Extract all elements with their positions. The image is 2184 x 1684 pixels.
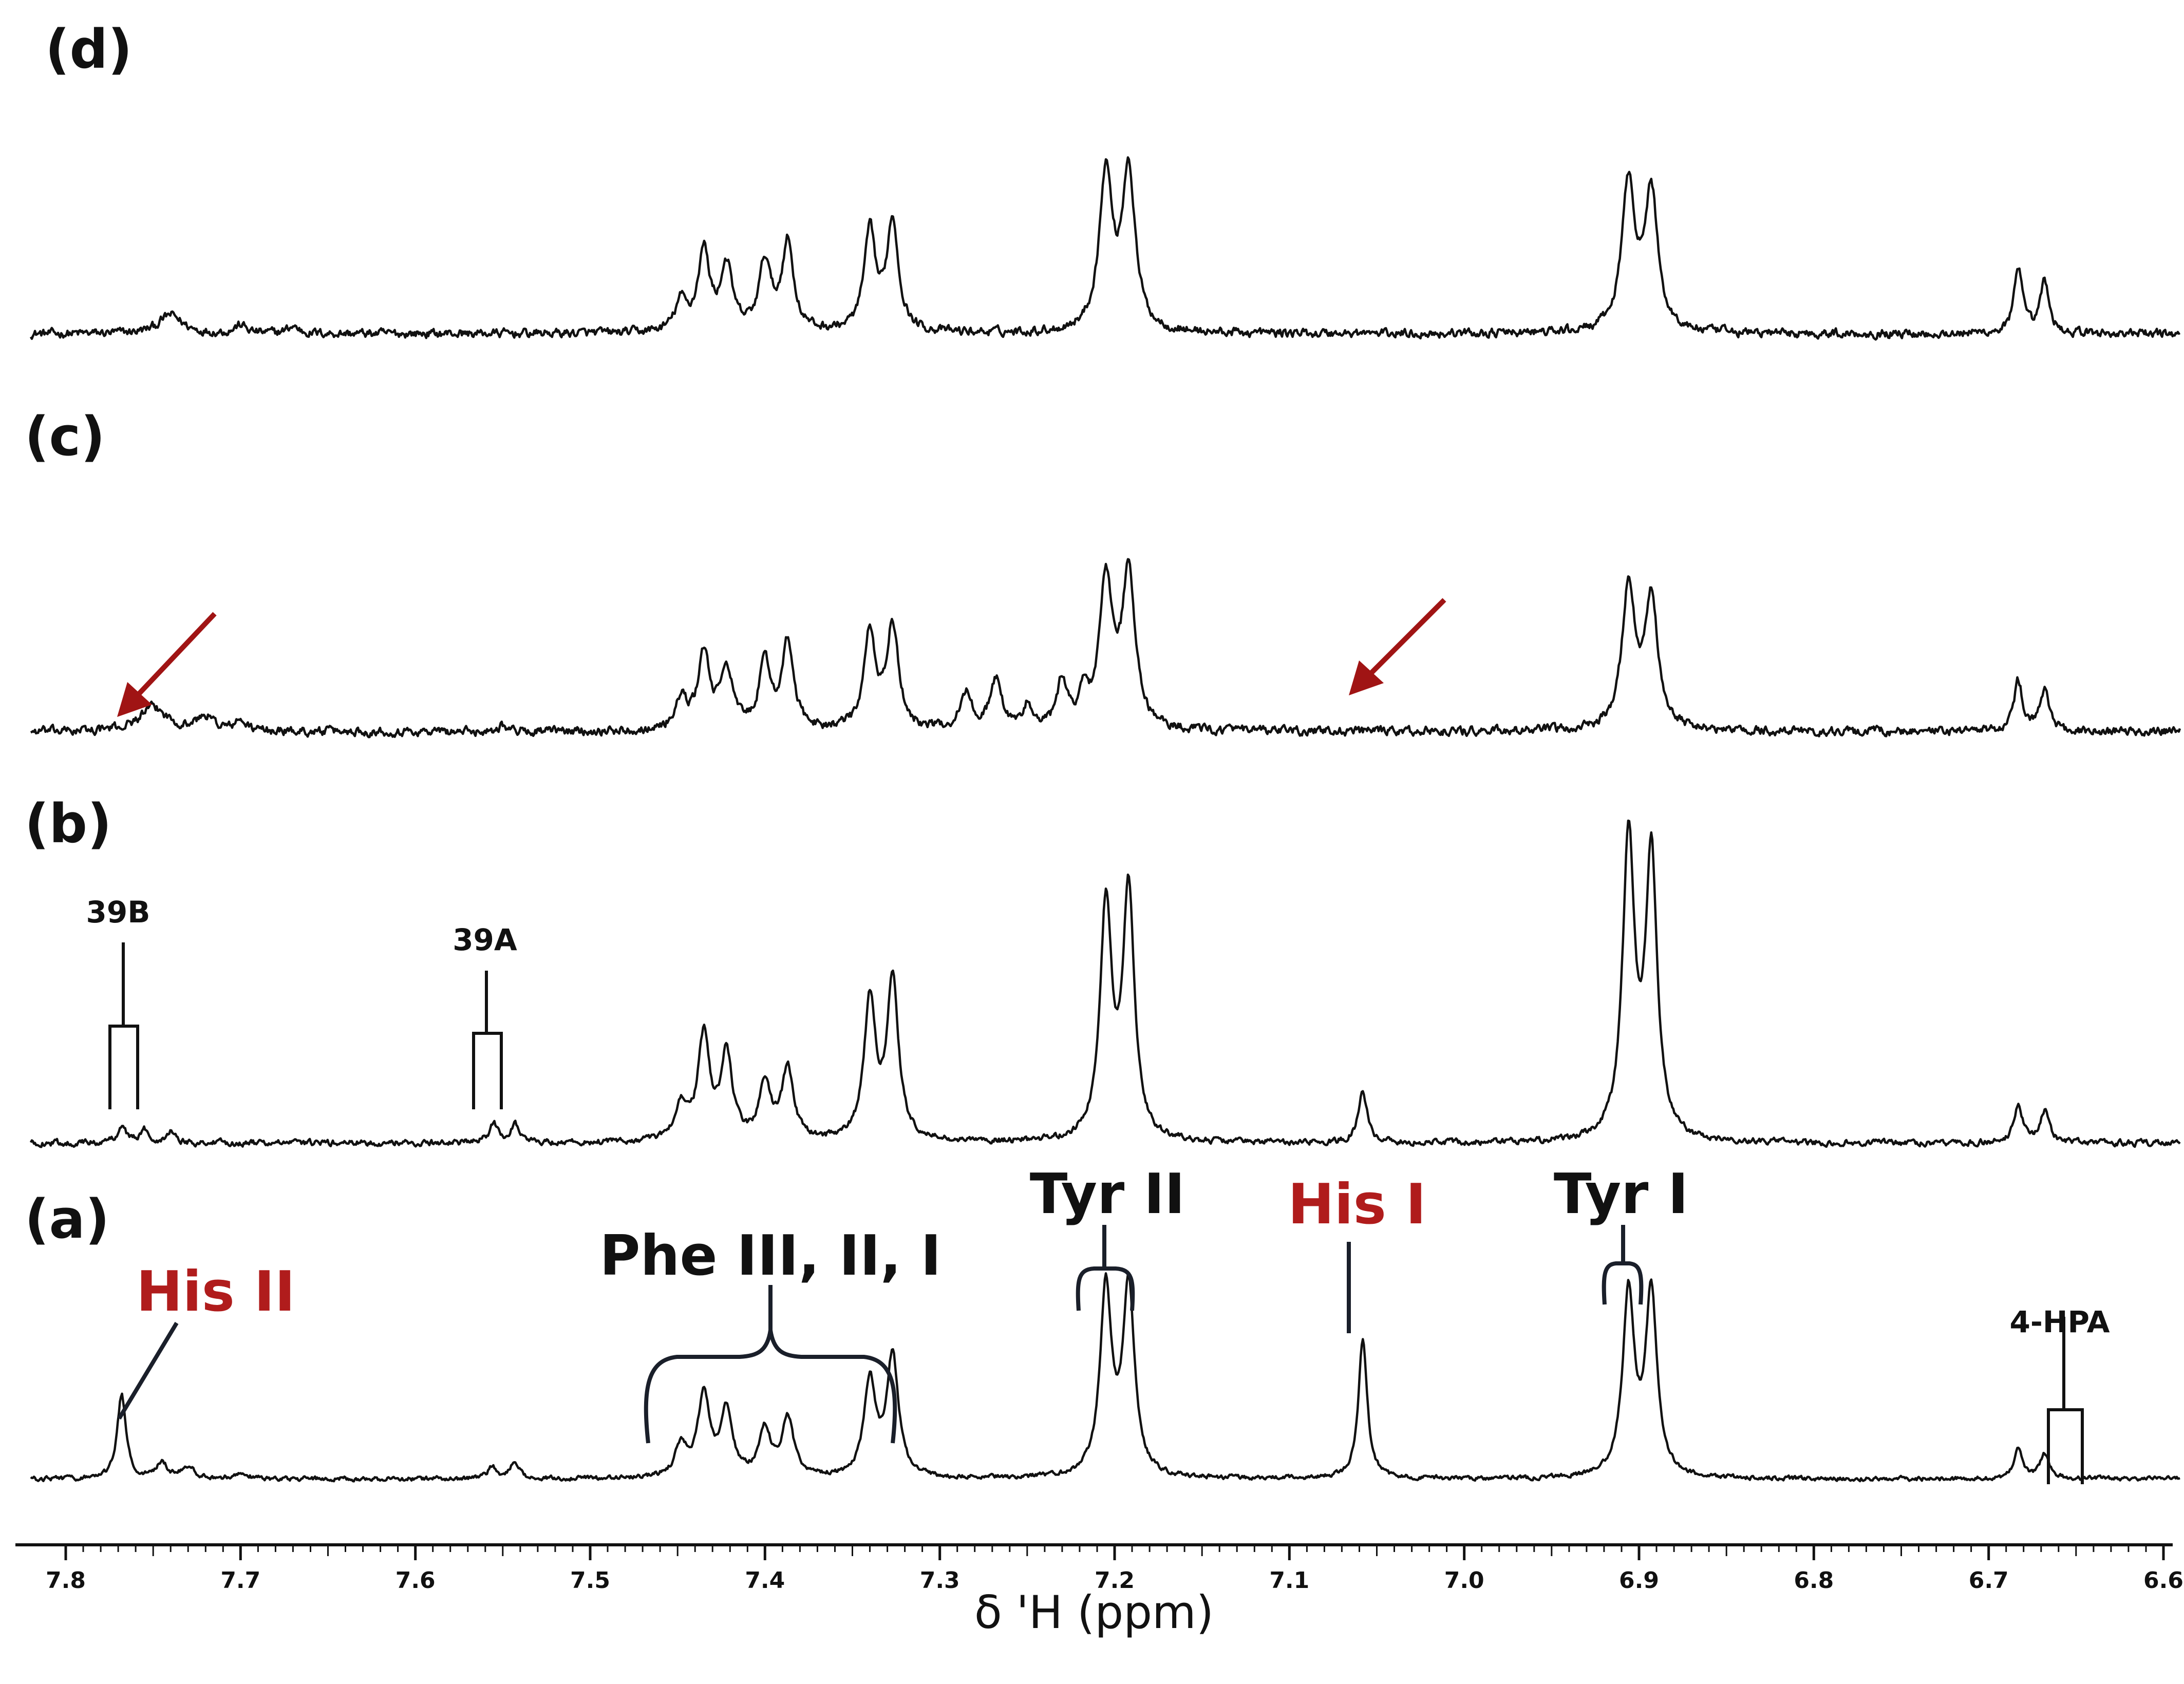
annotation-tyr-ii: Tyr II [1030, 1162, 1185, 1311]
brace-phe [644, 1285, 897, 1444]
x-axis-tick-label: 7.4 [745, 1567, 785, 1594]
x-axis-tick-label: 7.6 [396, 1567, 436, 1594]
x-axis-tick-label: 6.6 [2143, 1567, 2183, 1594]
annotation-his-ii: His II [117, 1260, 295, 1420]
label-his-i: His I [1288, 1172, 1426, 1237]
spectrum-trace-c [30, 558, 2181, 739]
x-axis: 7.8 7.7 7.6 7.5 7.4 7.3 7.2 7.1 7.0 6.9 6.8 6.7 6.6 [15, 1543, 2183, 1594]
x-axis-tick-labels: 7.8 7.7 7.6 7.5 7.4 7.3 7.2 7.1 7.0 6.9 6.8 6.7 6.6 [46, 1567, 2183, 1594]
x-axis-tick-label: 7.5 [570, 1567, 610, 1594]
arrow-his-i-missing [1349, 598, 1446, 695]
spectrum-trace-a [30, 1272, 2180, 1483]
marker-39a: 39A [453, 922, 517, 1109]
annotation-his-i: His I [1288, 1172, 1426, 1333]
panel-label-a: (a) [25, 1188, 109, 1251]
x-axis-tick-label: 7.1 [1269, 1567, 1309, 1594]
leader-his-ii [117, 1321, 179, 1420]
x-axis-tick-label: 7.8 [46, 1567, 86, 1594]
x-axis-tick-label: 7.0 [1444, 1567, 1484, 1594]
arrow-his-ii-missing [117, 612, 217, 717]
x-axis-tick-label: 7.7 [220, 1567, 260, 1594]
label-39b: 39B [86, 895, 150, 930]
panel-label-c: (c) [25, 405, 105, 468]
x-axis-title: δ 'H (ppm) [974, 1586, 1214, 1639]
label-39a: 39A [453, 922, 517, 957]
x-axis-ticks [64, 1545, 2165, 1560]
label-his-ii: His II [136, 1260, 295, 1324]
x-axis-tick-label: 7.2 [1095, 1567, 1135, 1594]
annotation-phe: Phe III, II, I [599, 1224, 942, 1444]
label-4-hpa: 4-HPA [2009, 1304, 2110, 1339]
annotation-4-hpa: 4-HPA [2009, 1304, 2110, 1484]
label-tyr-ii: Tyr II [1030, 1162, 1185, 1226]
x-axis-tick-label: 6.9 [1619, 1567, 1659, 1594]
bracket-39a [472, 971, 503, 1109]
panel-label-d: (d) [45, 18, 133, 81]
x-axis-tick-label: 7.3 [920, 1567, 960, 1594]
panel-label-b: (b) [25, 792, 112, 855]
label-phe: Phe III, II, I [599, 1224, 941, 1288]
brace-tyr-ii [1076, 1225, 1135, 1311]
spectrum-trace-d [29, 156, 2181, 341]
bracket-39b [108, 942, 139, 1109]
brace-tyr-i [1602, 1225, 1644, 1305]
label-tyr-i: Tyr I [1554, 1162, 1688, 1226]
bracket-4-hpa [2047, 1317, 2084, 1484]
marker-39b: 39B [86, 895, 150, 1109]
spectrum-trace-b [29, 819, 2181, 1148]
x-axis-tick-label: 6.7 [1969, 1567, 2009, 1594]
x-axis-tick-label: 6.8 [1794, 1567, 1834, 1594]
annotation-tyr-i: Tyr I [1554, 1162, 1688, 1305]
